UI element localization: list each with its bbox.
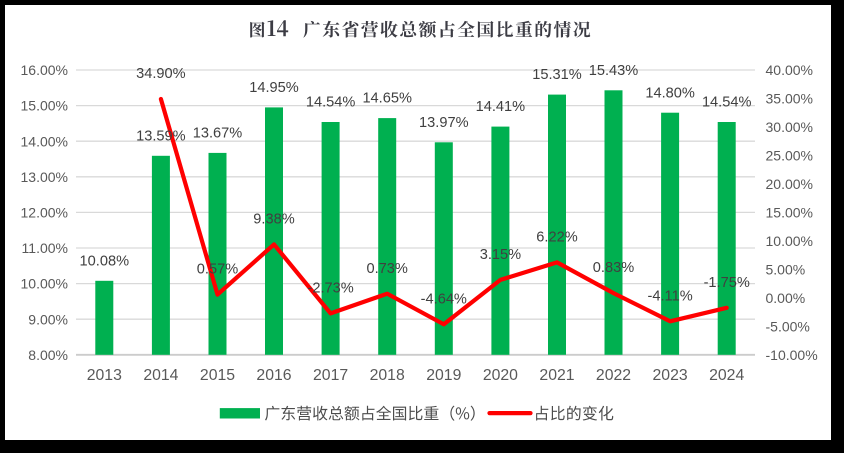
- svg-text:2022: 2022: [596, 367, 631, 384]
- svg-text:2020: 2020: [483, 367, 518, 384]
- svg-text:13.67%: 13.67%: [193, 126, 243, 142]
- svg-text:13.97%: 13.97%: [419, 115, 469, 131]
- svg-text:14.95%: 14.95%: [249, 80, 299, 96]
- svg-text:15.00%: 15.00%: [766, 205, 813, 221]
- svg-text:15.00%: 15.00%: [21, 98, 68, 114]
- svg-text:20.00%: 20.00%: [766, 176, 813, 192]
- svg-text:2015: 2015: [200, 367, 235, 384]
- svg-text:10.08%: 10.08%: [80, 253, 130, 269]
- svg-text:2016: 2016: [256, 367, 291, 384]
- svg-text:14.41%: 14.41%: [476, 99, 526, 115]
- svg-text:-10.00%: -10.00%: [766, 347, 818, 363]
- svg-text:14.54%: 14.54%: [702, 95, 752, 111]
- svg-text:5.00%: 5.00%: [766, 262, 806, 278]
- svg-text:2018: 2018: [370, 367, 405, 384]
- svg-text:2019: 2019: [426, 367, 461, 384]
- svg-text:2024: 2024: [709, 367, 744, 384]
- svg-text:2021: 2021: [539, 367, 574, 384]
- svg-text:13.59%: 13.59%: [136, 128, 186, 144]
- svg-text:-5.00%: -5.00%: [766, 318, 810, 334]
- svg-text:25.00%: 25.00%: [766, 148, 813, 164]
- svg-text:0.83%: 0.83%: [593, 260, 634, 276]
- svg-text:2013: 2013: [87, 367, 122, 384]
- svg-text:2017: 2017: [313, 367, 348, 384]
- svg-text:2014: 2014: [143, 367, 178, 384]
- svg-text:14.80%: 14.80%: [645, 85, 695, 101]
- svg-text:15.31%: 15.31%: [532, 67, 582, 83]
- svg-text:14.00%: 14.00%: [21, 133, 68, 149]
- svg-text:0.00%: 0.00%: [766, 290, 806, 306]
- svg-text:13.00%: 13.00%: [21, 169, 68, 185]
- svg-text:14.54%: 14.54%: [306, 95, 356, 111]
- svg-text:-4.64%: -4.64%: [421, 291, 467, 307]
- svg-text:-4.11%: -4.11%: [648, 288, 693, 304]
- svg-text:15.43%: 15.43%: [589, 63, 639, 79]
- svg-text:10.00%: 10.00%: [766, 233, 813, 249]
- svg-text:40.00%: 40.00%: [766, 62, 813, 78]
- svg-text:10.00%: 10.00%: [21, 276, 68, 292]
- svg-text:9.38%: 9.38%: [253, 212, 294, 228]
- svg-text:-1.75%: -1.75%: [704, 275, 750, 291]
- svg-text:2023: 2023: [653, 367, 688, 384]
- svg-text:16.00%: 16.00%: [21, 62, 68, 78]
- svg-text:14.65%: 14.65%: [362, 91, 412, 107]
- svg-text:9.00%: 9.00%: [28, 311, 68, 327]
- svg-text:0.57%: 0.57%: [197, 262, 238, 278]
- svg-text:0.73%: 0.73%: [367, 261, 408, 277]
- svg-text:6.22%: 6.22%: [536, 230, 577, 246]
- svg-text:35.00%: 35.00%: [766, 91, 813, 107]
- svg-text:34.90%: 34.90%: [136, 66, 186, 82]
- svg-text:11.00%: 11.00%: [22, 240, 68, 256]
- svg-text:-2.73%: -2.73%: [307, 281, 353, 297]
- svg-text:3.15%: 3.15%: [480, 247, 521, 263]
- svg-text:30.00%: 30.00%: [766, 119, 813, 135]
- svg-text:12.00%: 12.00%: [21, 205, 68, 221]
- svg-text:8.00%: 8.00%: [28, 347, 68, 363]
